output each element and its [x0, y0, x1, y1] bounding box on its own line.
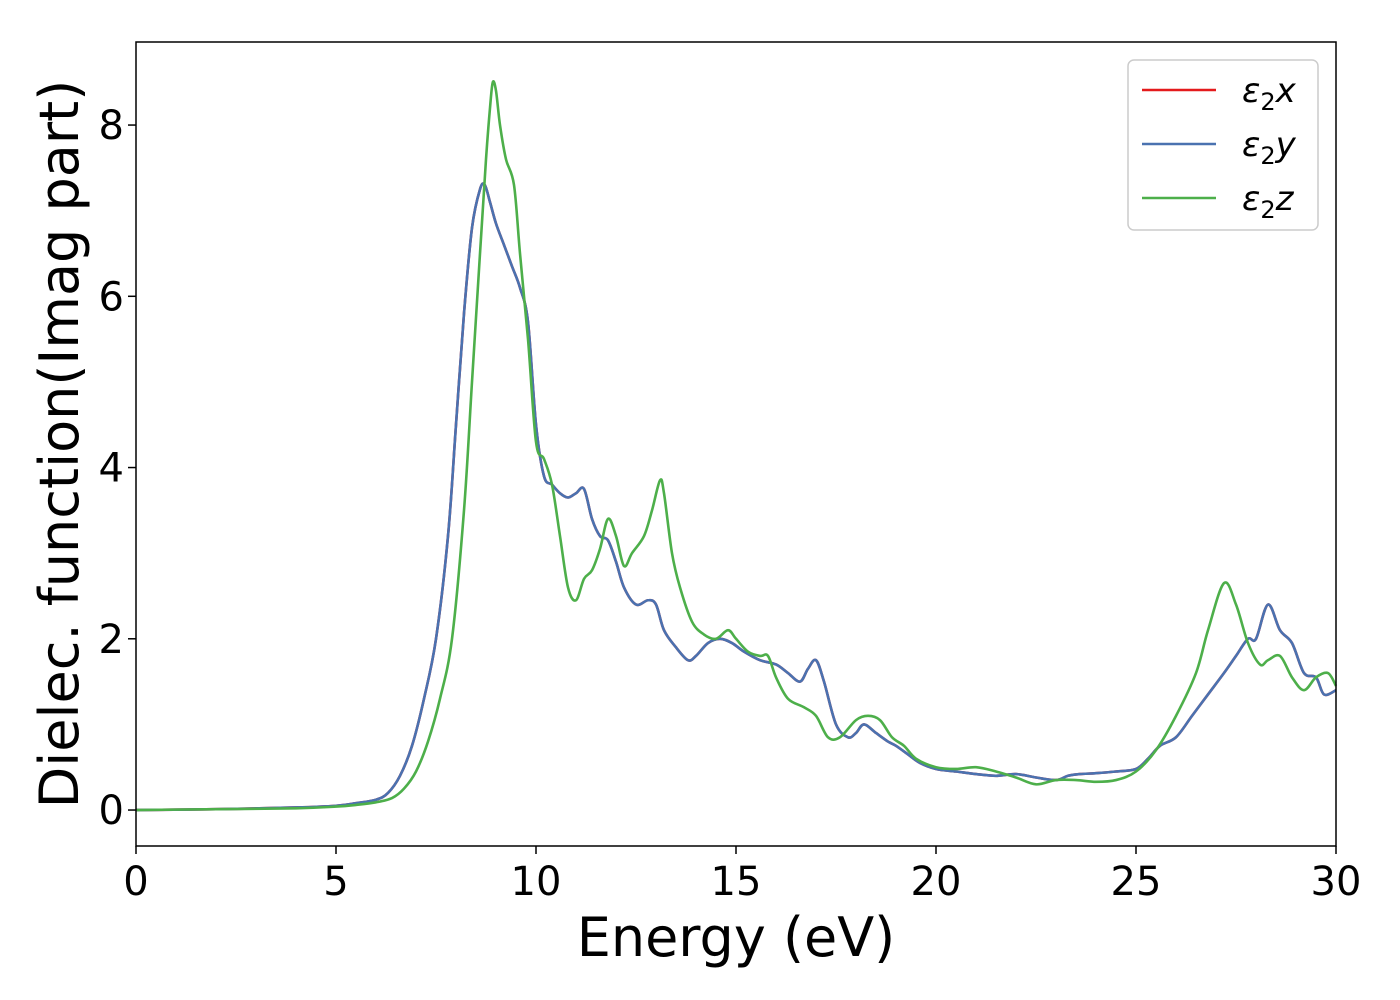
- x-tick-label: 0: [123, 859, 148, 905]
- x-tick-label: 15: [711, 859, 762, 905]
- y-tick-label: 4: [99, 446, 124, 492]
- legend: ε2x ε2y ε2z: [1127, 59, 1319, 231]
- series-line-3: [135, 80, 1338, 812]
- plot-frame: [135, 41, 1337, 847]
- series-lines: [135, 80, 1338, 812]
- y-tick-label: 2: [99, 617, 124, 663]
- legend-label: ε2y: [1242, 125, 1297, 170]
- x-tick-label: 30: [1311, 859, 1362, 905]
- x-axis-title: Energy (eV): [577, 906, 896, 969]
- x-tick-label: 10: [511, 859, 562, 905]
- legend-box: [1127, 59, 1319, 231]
- y-tick-label: 6: [99, 274, 124, 320]
- y-tick-label: 8: [99, 103, 124, 149]
- y-tick-label: 0: [99, 788, 124, 834]
- axis-ticks: 0 5 10 15 20 25 30 0 2 4 6 8: [99, 103, 1362, 905]
- y-axis-title: Dielec. function(Imag part): [28, 80, 91, 809]
- legend-label: ε2x: [1242, 71, 1297, 116]
- legend-label: ε2z: [1242, 179, 1295, 224]
- x-tick-label: 20: [911, 859, 962, 905]
- x-tick-label: 5: [323, 859, 348, 905]
- x-tick-label: 25: [1111, 859, 1162, 905]
